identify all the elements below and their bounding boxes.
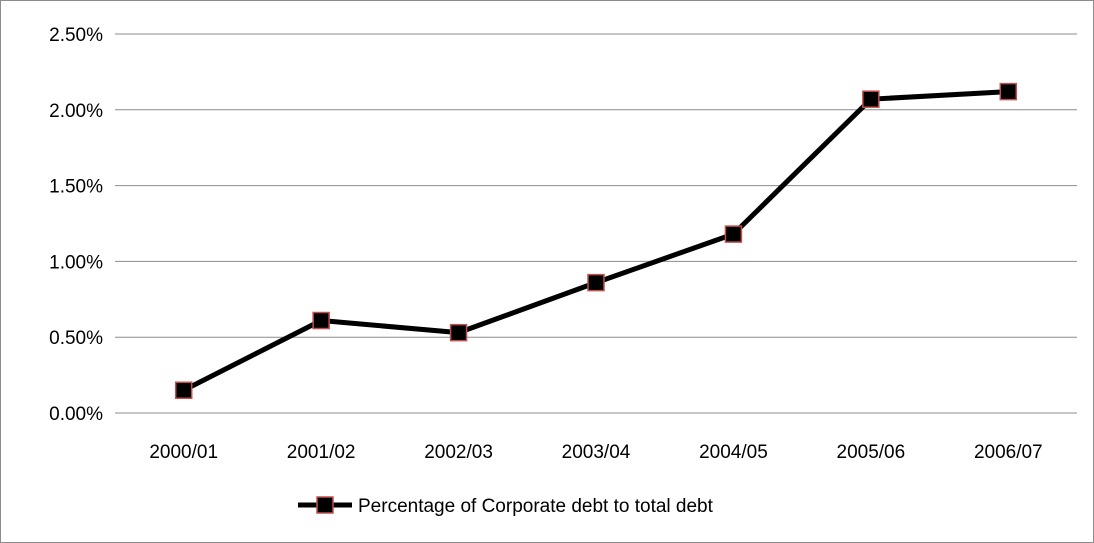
x-tick-label: 2005/06 bbox=[837, 442, 906, 463]
y-tick-label: 1.00% bbox=[49, 252, 103, 273]
y-tick-label: 2.50% bbox=[49, 25, 103, 46]
data-point bbox=[724, 225, 743, 243]
y-tick-label: 0.00% bbox=[49, 404, 103, 425]
legend-marker bbox=[316, 496, 334, 514]
x-tick-label: 2000/01 bbox=[149, 442, 218, 463]
x-tick-label: 2002/03 bbox=[424, 442, 493, 463]
data-point bbox=[174, 381, 193, 400]
data-point bbox=[862, 90, 880, 108]
data-point bbox=[312, 311, 330, 330]
data-point bbox=[999, 82, 1018, 101]
y-tick-label: 1.50% bbox=[49, 177, 103, 198]
x-tick-label: 2003/04 bbox=[562, 442, 631, 463]
y-tick-label: 0.50% bbox=[49, 328, 103, 349]
x-tick-label: 2006/07 bbox=[974, 442, 1043, 463]
legend-label: Percentage of Corporate debt to total de… bbox=[358, 496, 714, 517]
data-point bbox=[587, 273, 605, 292]
y-tick-label: 2.00% bbox=[49, 101, 103, 122]
data-point bbox=[449, 323, 468, 342]
x-tick-label: 2001/02 bbox=[287, 442, 356, 463]
series-line bbox=[181, 89, 1011, 393]
x-tick-label: 2004/05 bbox=[699, 442, 768, 463]
